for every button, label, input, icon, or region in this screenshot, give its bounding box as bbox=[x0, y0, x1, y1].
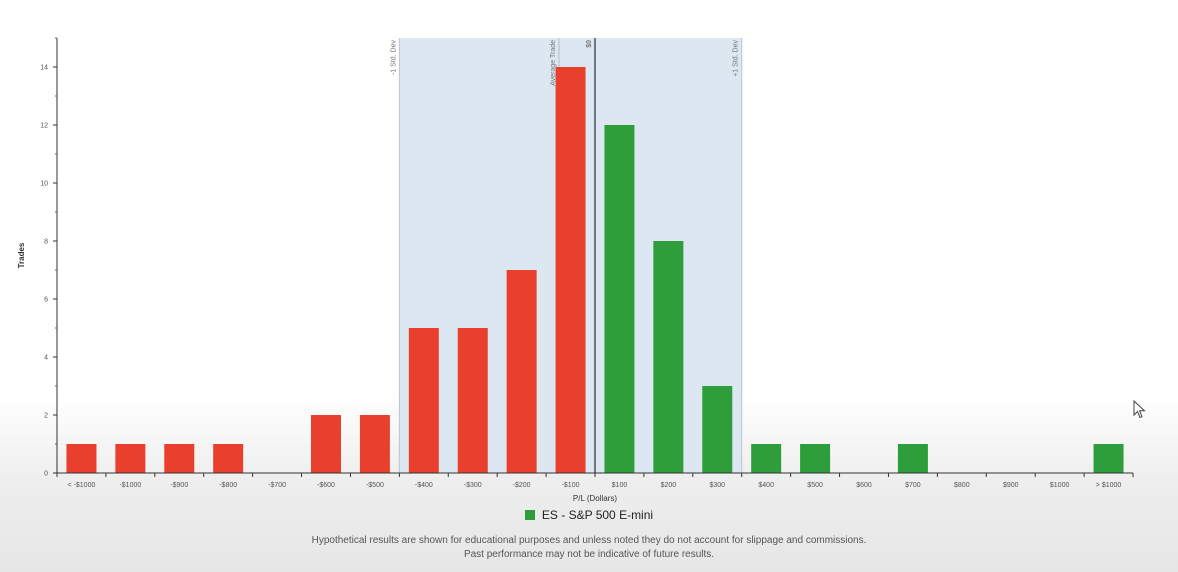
bar-21 bbox=[1093, 444, 1124, 473]
disclaimer-line-2: Past performance may not be indicative o… bbox=[463, 549, 715, 560]
y-tick-label: 10 bbox=[40, 181, 48, 188]
bar-14 bbox=[751, 444, 782, 473]
y-tick-label: 4 bbox=[44, 355, 48, 362]
bar-15 bbox=[800, 444, 831, 473]
x-tick-label: -$900 bbox=[170, 482, 188, 489]
bar-2 bbox=[164, 444, 195, 473]
bar-13 bbox=[702, 386, 733, 473]
pl-distribution-chart: 0 2 4 6 8 10 12 14 < -$1000 -$1000 -$900 -$800 -$700… bbox=[17, 37, 1134, 503]
x-tick-label: $900 bbox=[1003, 482, 1019, 489]
x-tick-label: $500 bbox=[807, 482, 823, 489]
disclaimer-line-1: Hypothetical results are shown for educa… bbox=[311, 535, 867, 546]
chart-legend[interactable]: ES - S&P 500 E-mini bbox=[0, 508, 1178, 522]
bar-3 bbox=[213, 444, 244, 473]
x-tick-label: > $1000 bbox=[1096, 482, 1122, 489]
bar-8 bbox=[457, 328, 488, 473]
x-tick-label: -$700 bbox=[268, 482, 286, 489]
y-axis-title: Trades bbox=[17, 242, 26, 268]
y-tick-label: 14 bbox=[40, 65, 48, 72]
mouse-cursor-icon bbox=[1133, 400, 1146, 419]
average-trade-label: Average Trade bbox=[550, 40, 557, 86]
x-tick-label: -$1000 bbox=[119, 482, 141, 489]
disclaimer: Hypothetical results are shown for educa… bbox=[0, 534, 1178, 562]
minus-std-dev-label: -1 Std. Dev bbox=[390, 40, 397, 76]
zero-label: $0 bbox=[586, 40, 593, 48]
x-tick-label: -$600 bbox=[317, 482, 335, 489]
x-tick-label: $1000 bbox=[1050, 482, 1070, 489]
bar-17 bbox=[897, 444, 928, 473]
y-tick-label: 0 bbox=[44, 471, 48, 478]
bar-1 bbox=[115, 444, 146, 473]
bar-6 bbox=[359, 415, 390, 473]
x-tick-label: $800 bbox=[954, 482, 970, 489]
x-tick-label: -$800 bbox=[219, 482, 237, 489]
y-tick-label: 6 bbox=[44, 297, 48, 304]
legend-label: ES - S&P 500 E-mini bbox=[541, 508, 654, 522]
bar-11 bbox=[604, 125, 635, 473]
x-tick-label: $100 bbox=[612, 482, 628, 489]
x-tick-label: $300 bbox=[709, 482, 725, 489]
x-tick-label: $700 bbox=[905, 482, 921, 489]
bar-12 bbox=[653, 241, 684, 473]
bar-0 bbox=[66, 444, 97, 473]
x-axis-title: P/L (Dollars) bbox=[573, 494, 617, 503]
bar-5 bbox=[311, 415, 341, 473]
x-tick-label: -$300 bbox=[464, 482, 482, 489]
plus-std-dev-label: +1 Std. Dev bbox=[733, 40, 740, 77]
x-tick-label: -$500 bbox=[366, 482, 384, 489]
bar-9 bbox=[506, 270, 537, 473]
y-tick-label: 12 bbox=[40, 123, 48, 130]
x-tick-label: -$100 bbox=[562, 482, 580, 489]
x-tick-label: $600 bbox=[856, 482, 872, 489]
y-tick-label: 8 bbox=[44, 239, 48, 246]
x-tick-label: -$400 bbox=[415, 482, 433, 489]
bar-10 bbox=[555, 67, 586, 473]
x-tick-label: -$200 bbox=[513, 482, 531, 489]
x-tick-label: < -$1000 bbox=[68, 482, 96, 489]
y-tick-label: 2 bbox=[44, 413, 48, 420]
legend-swatch bbox=[524, 510, 535, 520]
bar-7 bbox=[408, 328, 439, 473]
x-tick-label: $200 bbox=[661, 482, 677, 489]
x-tick-label: $400 bbox=[758, 482, 774, 489]
